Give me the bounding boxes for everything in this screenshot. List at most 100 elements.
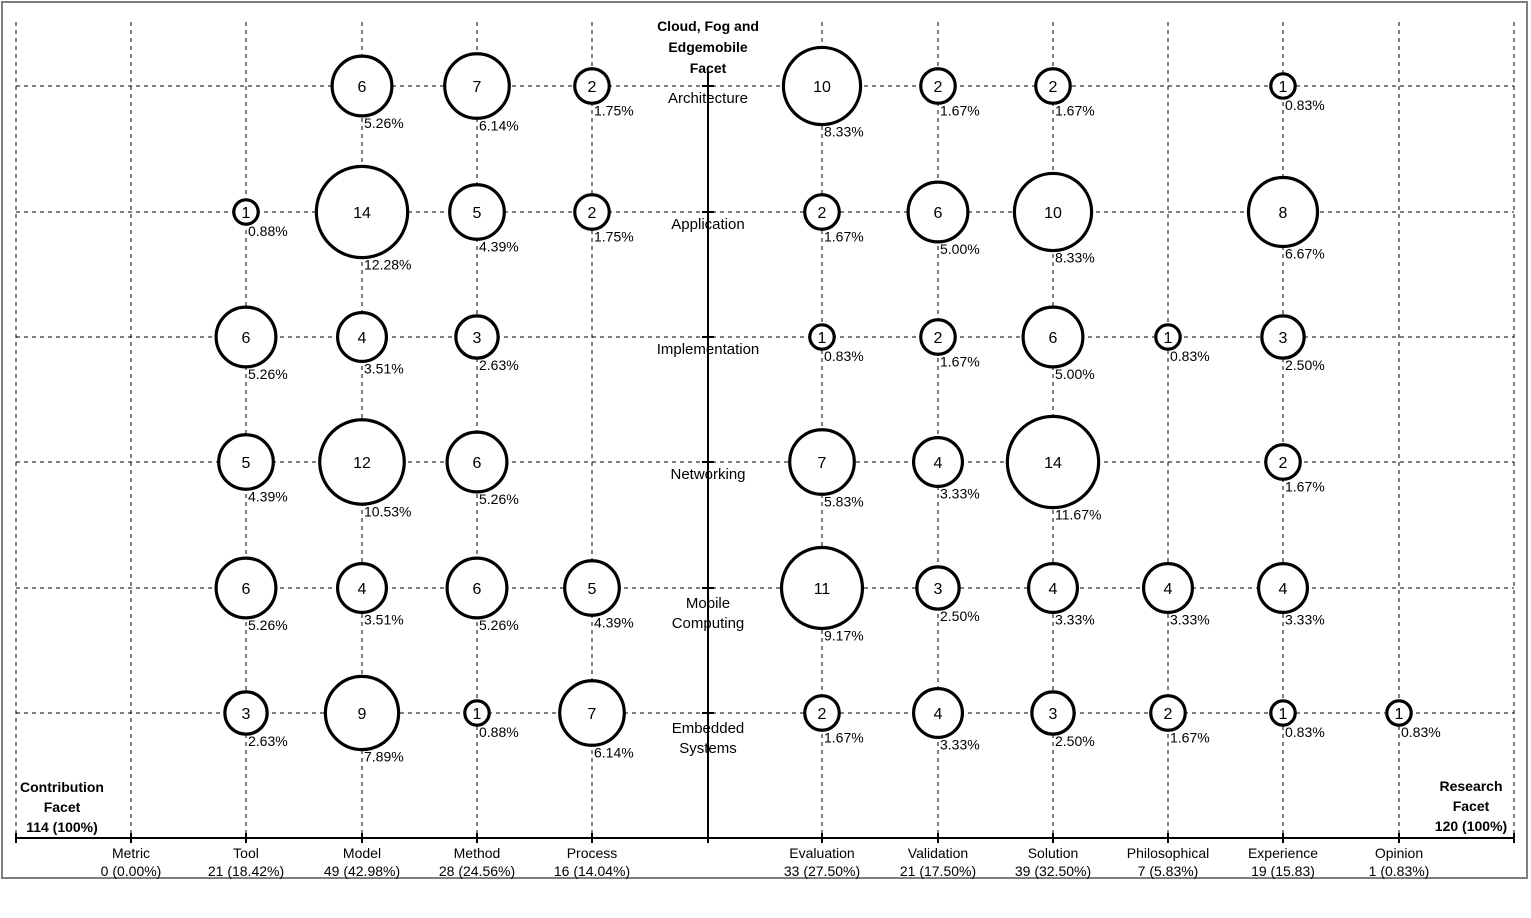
bubble [336,311,389,364]
bubble-value: 2 [588,79,597,96]
category-total: 39 (32.50%) [1015,863,1091,879]
bubble [314,164,410,260]
bubble-percent: 0.83% [1401,724,1441,740]
bubble [803,694,841,732]
bubble-value: 5 [242,455,251,472]
right-facet-label: Research [1439,778,1502,794]
bubble-percent: 3.51% [364,360,404,376]
bubble-percent: 0.88% [479,724,519,740]
bubble-percent: 3.33% [940,485,980,501]
bubble-value: 11 [814,581,831,598]
bubble-percent: 2.63% [479,357,519,373]
bubble [443,52,511,120]
bubble [1149,694,1187,732]
bubble [919,67,957,105]
bubble [803,193,841,231]
bubble [788,428,856,496]
bubble-percent: 5.26% [248,366,288,382]
bubble-value: 10 [1044,205,1062,222]
bubble-value: 3 [1279,330,1288,347]
category-total: 19 (15.83) [1251,863,1315,879]
bubble-percent: 5.26% [364,115,404,131]
bubble-value: 4 [934,455,943,472]
bubbles: 65.26%76.14%21.75%108.33%21.67%21.67%10.… [214,45,1441,765]
bubble-percent: 6.14% [479,117,519,133]
bubble-value: 1 [473,706,482,723]
category-total: 49 (42.98%) [324,863,400,879]
bubble-value: 3 [934,581,943,598]
bubble-value: 1 [1164,330,1173,347]
bubble [573,67,611,105]
category-label: Validation [908,845,968,861]
bubble [214,556,278,620]
bubble-value: 4 [934,706,943,723]
bubble-value: 7 [588,706,597,723]
bubble-percent: 5.83% [824,493,864,509]
bubble [1256,561,1309,614]
bubble-value: 1 [1279,706,1288,723]
bubble-value: 6 [242,330,251,347]
bubble-value: 12 [353,455,371,472]
category-total: 1 (0.83%) [1369,863,1430,879]
bubble-percent: 3.33% [1285,611,1325,627]
bubble [463,699,491,727]
bubble-value: 2 [1279,455,1288,472]
bubble-value: 7 [473,79,482,96]
bubble [1034,67,1072,105]
row-label: Implementation [657,341,760,358]
bubble-percent: 1.67% [1285,478,1325,494]
bubble [223,690,269,736]
bubble-value: 4 [1049,581,1058,598]
outer-border [1,1,1528,879]
bubble [919,318,957,356]
bubble-percent: 2.50% [1285,357,1325,373]
bubble-percent: 5.00% [1055,366,1095,382]
category-label: Process [567,845,618,861]
bubble [781,45,863,127]
bubble [1246,175,1320,249]
bubble-value: 4 [358,330,367,347]
bubble-value: 1 [242,205,251,222]
bubble [232,198,260,226]
bubble-percent: 8.33% [1055,250,1095,266]
bubble-percent: 1.67% [824,228,864,244]
bubble-percent: 1.67% [1055,102,1095,118]
bubble [1269,699,1297,727]
bubble-value: 6 [934,205,943,222]
category-label: Model [343,845,381,861]
bubble-value: 2 [1164,706,1173,723]
chart-title-line: Facet [690,60,727,76]
bubble-value: 3 [242,706,251,723]
bubble-percent: 3.33% [1170,611,1210,627]
bubble [808,323,836,351]
bubble-value: 2 [818,706,827,723]
bubble [318,418,406,506]
bubble-percent: 0.83% [1285,724,1325,740]
row-label: Mobile [686,595,730,612]
bubble [1264,443,1302,481]
bubble [445,430,509,494]
bubble [1005,414,1101,510]
bubble-percent: 9.17% [824,627,864,643]
bubble-percent: 5.00% [940,241,980,257]
bubble-percent: 5.26% [248,617,288,633]
bubble [330,54,394,118]
bubble-value: 1 [1279,79,1288,96]
bubble [214,305,278,369]
bubble-percent: 6.67% [1285,246,1325,262]
bubble [323,674,401,752]
category-label: Metric [112,845,150,861]
row-label: Computing [672,615,745,632]
bubble-percent: 0.88% [248,223,288,239]
row-label: Architecture [668,90,748,107]
bubble-value: 4 [1164,581,1173,598]
bubble-value: 5 [588,581,597,598]
bubble [1021,305,1085,369]
bubble [915,565,961,611]
bubble-value: 5 [473,205,482,222]
bubble-value: 7 [818,455,827,472]
bubble-percent: 8.33% [824,124,864,140]
bubble-percent: 2.50% [940,608,980,624]
bubble-percent: 0.83% [824,348,864,364]
bubble [336,561,389,614]
